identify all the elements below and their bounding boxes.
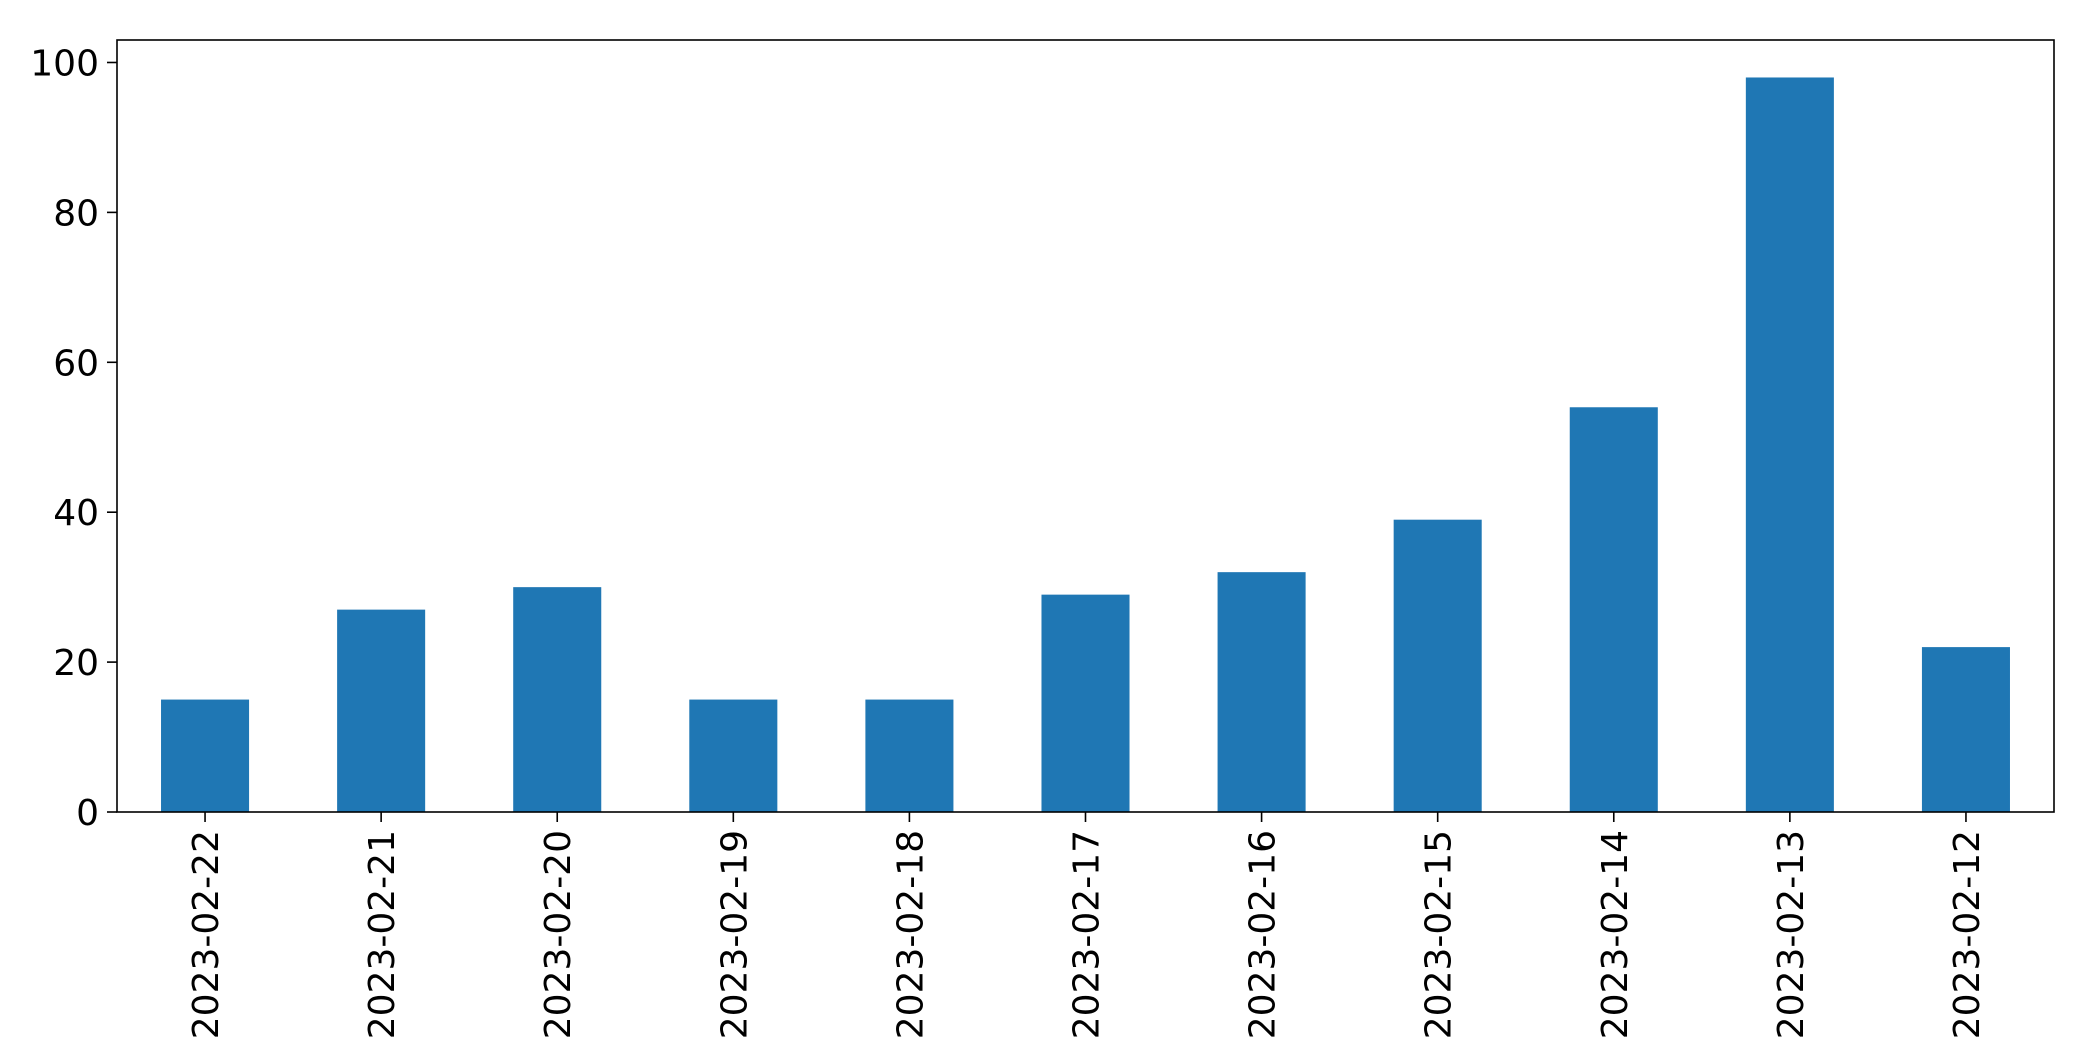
- y-tick-label: 80: [53, 193, 99, 234]
- bar-2023-02-22: [161, 699, 250, 812]
- bar-2023-02-20: [513, 587, 602, 812]
- y-tick-label: 40: [53, 493, 99, 534]
- x-tick-label: 2023-02-13: [1771, 830, 1812, 1039]
- plot-frame: [116, 39, 2055, 813]
- x-tick-label: 2023-02-15: [1419, 830, 1460, 1039]
- bar-2023-02-21: [337, 609, 426, 812]
- x-tick-label: 2023-02-21: [362, 830, 403, 1039]
- x-axis: 2023-02-22 2023-02-21 2023-02-20 2023-02-19…: [186, 812, 1988, 1039]
- x-tick-label: 2023-02-19: [714, 830, 755, 1039]
- bar-2023-02-19: [689, 699, 778, 812]
- bar-2023-02-13: [1745, 77, 1834, 813]
- x-tick-label: 2023-02-16: [1243, 830, 1284, 1039]
- x-tick-label: 2023-02-18: [890, 830, 931, 1039]
- bar-2023-02-17: [1041, 594, 1130, 812]
- x-tick-label: 2023-02-14: [1595, 830, 1636, 1039]
- bar-2023-02-12: [1921, 647, 2010, 812]
- bars: [161, 77, 2010, 813]
- y-tick-label: 60: [53, 343, 99, 384]
- y-tick-label: 0: [76, 793, 99, 834]
- x-tick-label: 2023-02-22: [186, 830, 227, 1039]
- x-tick-label: 2023-02-20: [538, 830, 579, 1039]
- x-tick-label: 2023-02-17: [1067, 830, 1108, 1039]
- y-axis: 0 20 40 60 80 100: [30, 43, 117, 834]
- bar-2023-02-18: [865, 699, 954, 812]
- bar-2023-02-15: [1393, 519, 1482, 812]
- plot-area: [116, 39, 2055, 813]
- bar-2023-02-14: [1569, 407, 1658, 812]
- bar-2023-02-16: [1217, 572, 1306, 812]
- y-tick-label: 20: [53, 643, 99, 684]
- x-tick-label: 2023-02-12: [1947, 830, 1988, 1039]
- y-tick-label: 100: [30, 43, 99, 84]
